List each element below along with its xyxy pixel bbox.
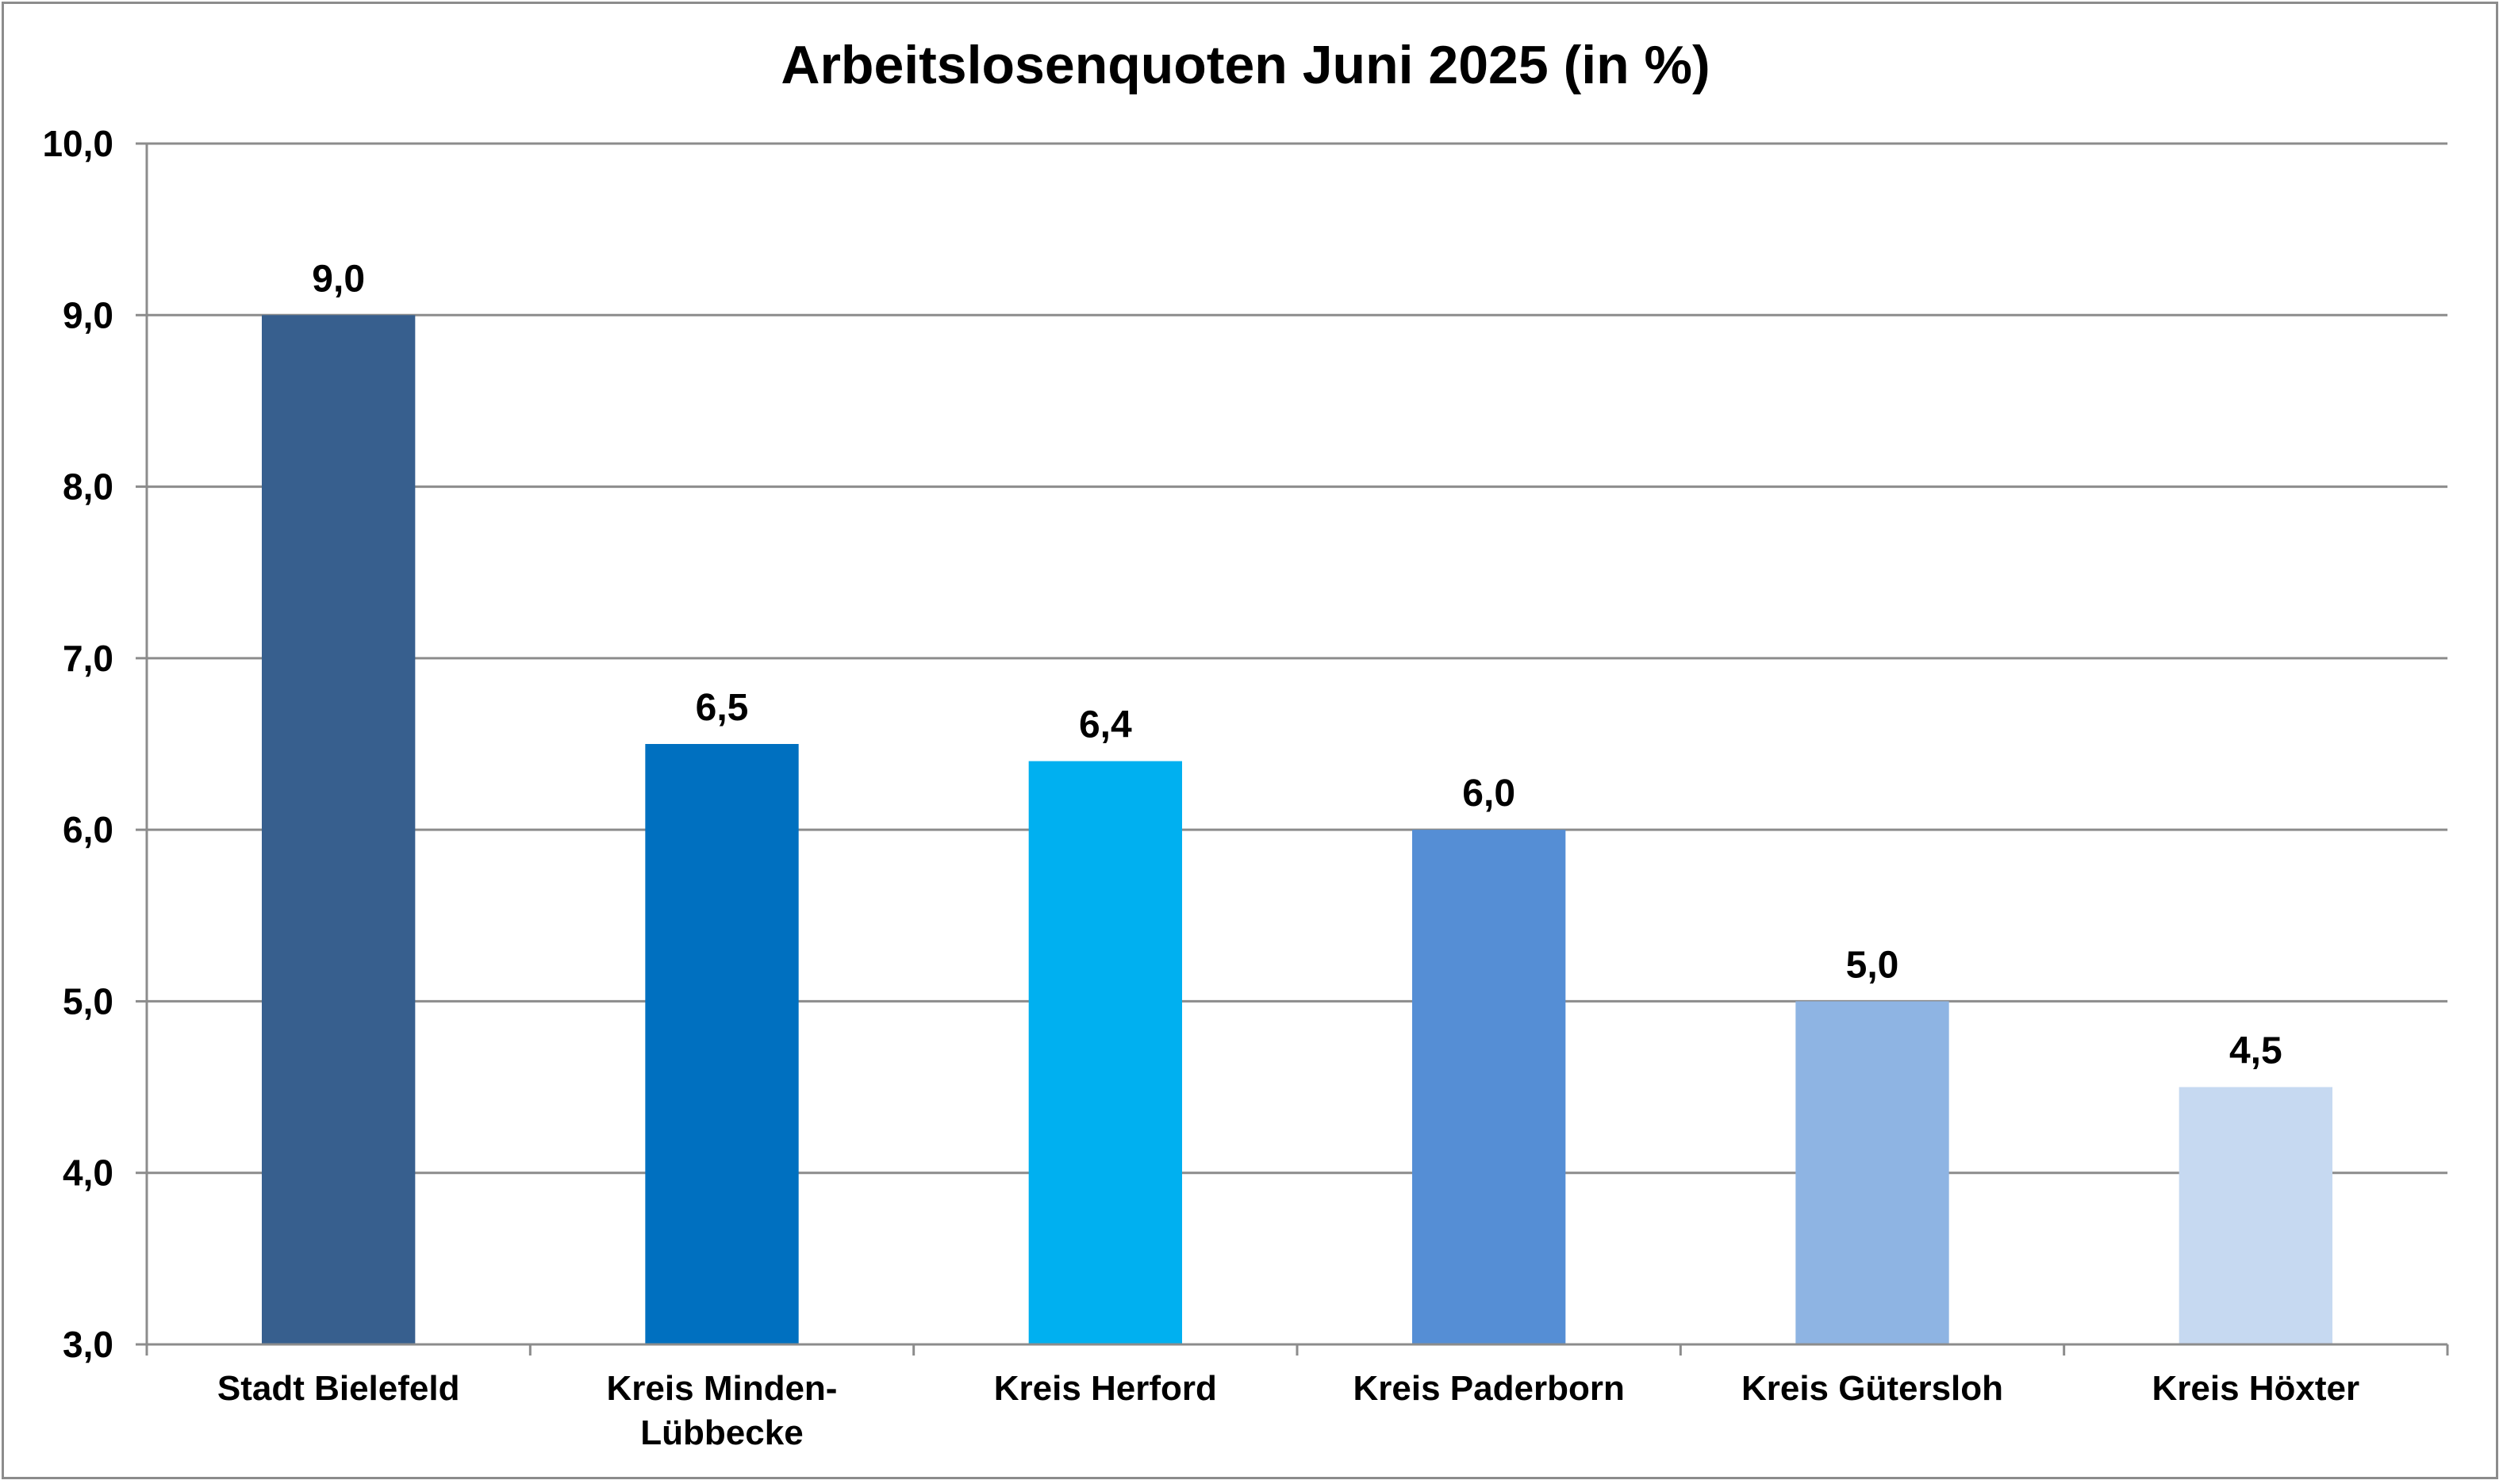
bar	[1028, 761, 1182, 1344]
y-tick-label: 6,0	[63, 809, 113, 850]
y-tick-label: 5,0	[63, 980, 113, 1022]
gridlines	[147, 142, 2447, 1175]
bar	[1795, 1001, 1949, 1344]
y-tick-label: 8,0	[63, 466, 113, 508]
x-tick-label: Stadt Bielefeld	[217, 1369, 460, 1408]
bar	[2179, 1087, 2332, 1344]
data-label: 6,5	[696, 687, 749, 729]
bars	[262, 315, 2332, 1345]
y-tick-label: 10,0	[42, 123, 113, 164]
data-label: 9,0	[312, 258, 365, 300]
y-tick-label: 9,0	[63, 294, 113, 336]
x-tick-label: Kreis Paderborn	[1353, 1369, 1624, 1408]
y-tick-label: 7,0	[63, 638, 113, 679]
x-tick-label: Kreis Höxter	[2152, 1369, 2359, 1408]
data-label: 4,5	[2229, 1030, 2282, 1072]
x-tick-label: Kreis Gütersloh	[1741, 1369, 2003, 1408]
labels: 3,0 4,0 5,0 6,0 7,0 8,0 9,0 10,0 9,0 Stadt Bielef…	[42, 123, 2359, 1452]
data-label: 5,0	[1846, 944, 1899, 986]
chart-title: Arbeitslosenquoten Juni 2025 (in %)	[781, 35, 1710, 95]
bar	[645, 744, 799, 1344]
x-tick-label: Lübbecke	[640, 1413, 803, 1452]
bar	[262, 315, 416, 1345]
axes	[136, 142, 2449, 1356]
bar	[1412, 830, 1566, 1344]
data-label: 6,0	[1462, 773, 1515, 815]
x-tick-label: Kreis Minden-	[607, 1369, 838, 1408]
y-tick-label: 4,0	[63, 1152, 113, 1194]
y-tick-label: 3,0	[63, 1324, 113, 1365]
bar-chart: Arbeitslosenquoten Juni 2025 (in %) 3,0 4…	[42, 35, 2449, 1452]
data-label: 6,4	[1079, 704, 1132, 746]
x-tick-label: Kreis Herford	[994, 1369, 1217, 1408]
